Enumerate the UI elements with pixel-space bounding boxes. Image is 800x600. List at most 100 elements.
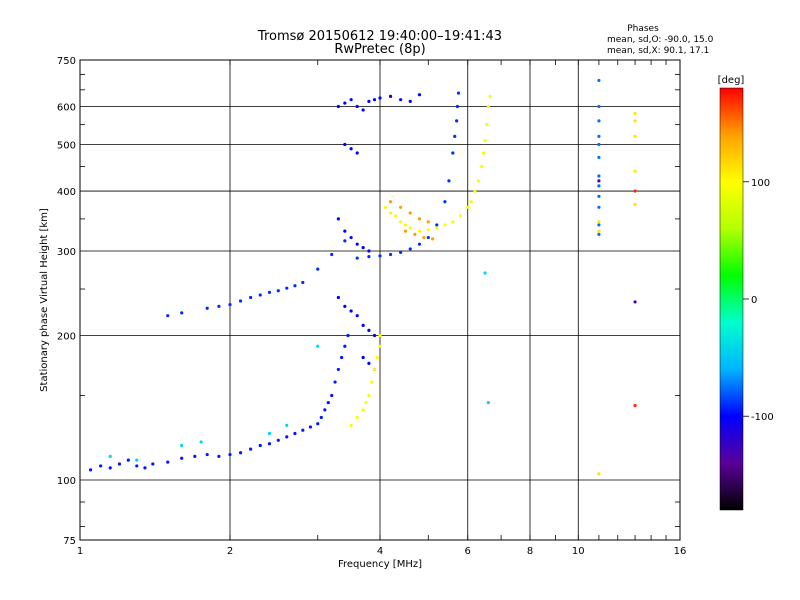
- y-tick-label: 100: [57, 476, 76, 487]
- echo-point: [336, 217, 340, 221]
- echo-point: [597, 205, 601, 209]
- y-axis-label: Stationary phase Virtual Height [km]: [39, 208, 50, 392]
- echo-point: [372, 333, 377, 338]
- echo-point: [180, 311, 184, 315]
- echo-point: [355, 151, 359, 155]
- echo-point: [193, 454, 197, 459]
- y-tick-label: 400: [57, 187, 76, 198]
- echo-point: [486, 104, 490, 109]
- echo-point: [417, 217, 422, 221]
- echo-point: [422, 235, 426, 240]
- echo-point: [361, 355, 365, 360]
- echo-point: [308, 425, 313, 429]
- echo-point: [426, 235, 430, 240]
- echo-point: [228, 302, 232, 307]
- echo-point: [258, 293, 262, 297]
- echo-point: [633, 134, 637, 138]
- echo-point: [430, 237, 435, 241]
- echo-point: [378, 254, 382, 258]
- echo-point: [466, 205, 470, 209]
- echo-point: [597, 174, 601, 178]
- echo-point: [361, 323, 365, 327]
- echo-point: [383, 205, 387, 209]
- echo-point: [453, 134, 457, 138]
- echo-point: [597, 119, 601, 123]
- colorbar-tick-label: 100: [751, 178, 770, 189]
- echo-point: [408, 247, 412, 251]
- echo-point: [633, 169, 637, 173]
- echo-point: [135, 464, 139, 468]
- y-tick-label: 300: [57, 247, 76, 258]
- echo-point: [372, 98, 377, 102]
- echo-point: [343, 229, 347, 233]
- phase-info-x: mean, sd,X: 90.1, 17.1: [607, 46, 709, 56]
- echo-point: [330, 252, 334, 257]
- echo-point: [276, 438, 280, 442]
- echo-point: [480, 164, 484, 169]
- echo-point: [301, 280, 305, 285]
- phase-info-title: Phases: [627, 24, 659, 34]
- echo-point: [633, 189, 637, 193]
- echo-point: [388, 211, 393, 215]
- y-tick-label: 600: [57, 103, 76, 114]
- echo-point: [343, 344, 347, 348]
- echo-point: [267, 442, 272, 446]
- echo-point: [378, 96, 382, 100]
- echo-point: [333, 380, 337, 384]
- echo-point: [355, 104, 359, 109]
- echo-point: [372, 367, 377, 372]
- echo-point: [361, 245, 365, 250]
- echo-point: [336, 104, 340, 109]
- echo-point: [293, 431, 297, 436]
- echo-point: [413, 232, 417, 236]
- echo-point: [435, 223, 439, 227]
- echo-point: [249, 447, 253, 451]
- echo-point: [370, 380, 374, 384]
- echo-point: [343, 101, 347, 105]
- echo-point: [451, 151, 455, 155]
- echo-point: [340, 355, 344, 360]
- echo-point: [285, 423, 289, 427]
- echo-point: [267, 431, 272, 436]
- echo-point: [426, 228, 430, 232]
- echo-point: [151, 462, 155, 466]
- y-tick-label: 500: [57, 141, 76, 152]
- echo-point: [267, 290, 272, 294]
- echo-point: [388, 200, 393, 204]
- x-tick-label: 8: [527, 546, 533, 557]
- echo-point: [205, 306, 209, 310]
- echo-point: [180, 443, 184, 448]
- echo-point: [276, 289, 280, 293]
- echo-point: [319, 415, 323, 420]
- echo-point: [108, 466, 112, 470]
- echo-point: [336, 367, 340, 372]
- echo-point: [126, 458, 130, 462]
- echo-point: [597, 220, 601, 224]
- echo-point: [285, 286, 289, 290]
- echo-point: [408, 211, 412, 215]
- echo-point: [343, 239, 347, 243]
- colorbar-tick-label: 0: [751, 295, 757, 306]
- echo-point: [488, 94, 492, 98]
- echo-point: [483, 271, 487, 275]
- echo-point: [443, 223, 447, 227]
- y-tick-label: 200: [57, 332, 76, 343]
- echo-point: [485, 123, 489, 127]
- echo-point: [417, 93, 422, 97]
- echo-point: [455, 104, 460, 109]
- echo-point: [336, 295, 340, 300]
- echo-point: [166, 460, 170, 464]
- echo-point: [451, 220, 455, 224]
- colorbar: [719, 87, 744, 511]
- x-tick-label: 16: [674, 546, 687, 557]
- echo-point: [481, 151, 485, 155]
- echo-point: [597, 194, 601, 198]
- echo-point: [378, 333, 382, 338]
- grid-lines: [80, 60, 680, 540]
- echo-point: [456, 91, 461, 95]
- phase-info-o: mean, sd,O: -90.0, 15.0: [607, 35, 714, 45]
- echo-point: [88, 468, 93, 472]
- echo-point: [343, 304, 347, 309]
- echo-point: [228, 452, 232, 457]
- echo-point: [447, 179, 451, 183]
